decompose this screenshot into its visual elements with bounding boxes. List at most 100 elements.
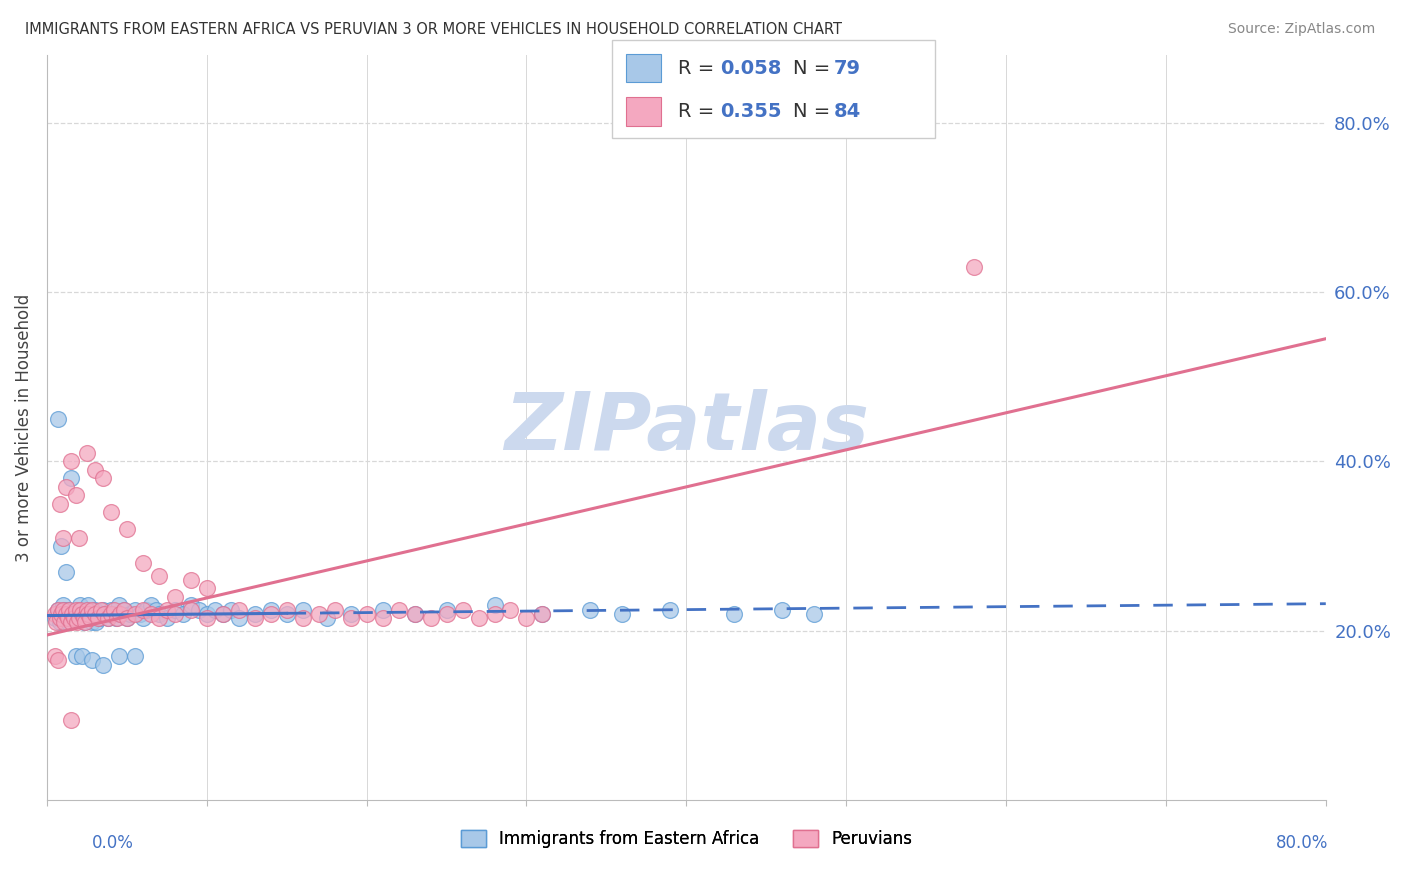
Point <box>55 607 77 621</box>
Text: 0.058: 0.058 <box>720 59 782 78</box>
Point <box>531 607 554 621</box>
Point <box>59 471 82 485</box>
Point <box>103 602 125 616</box>
Point <box>65 602 87 616</box>
Point <box>484 607 506 621</box>
Point <box>128 607 150 621</box>
Point <box>91 602 114 616</box>
Point <box>83 463 105 477</box>
Y-axis label: 3 or more Vehicles in Household: 3 or more Vehicles in Household <box>15 293 32 562</box>
Point <box>62 607 84 621</box>
Point <box>139 607 162 621</box>
Text: N =: N = <box>793 102 837 120</box>
Point <box>105 611 128 625</box>
Point <box>195 607 218 621</box>
Point <box>75 615 97 630</box>
Point <box>93 607 115 621</box>
Point <box>579 602 602 616</box>
Point <box>46 602 69 616</box>
Point <box>371 602 394 616</box>
Point <box>180 599 202 613</box>
Point <box>112 602 135 616</box>
Point <box>83 602 105 616</box>
Point <box>112 602 135 616</box>
Point <box>451 602 474 616</box>
Point <box>90 602 112 616</box>
Point <box>124 602 146 616</box>
Point <box>467 611 489 625</box>
Point <box>87 607 110 621</box>
Point <box>291 611 314 625</box>
Point <box>404 607 426 621</box>
Point <box>65 649 87 664</box>
Point <box>53 615 76 630</box>
Text: R =: R = <box>678 102 720 120</box>
Point <box>100 505 122 519</box>
Point <box>48 611 70 625</box>
Point <box>219 602 242 616</box>
Point <box>436 602 458 616</box>
Text: 0.355: 0.355 <box>720 102 782 120</box>
Text: 0.0%: 0.0% <box>91 834 134 852</box>
Point <box>187 602 209 616</box>
Point <box>100 607 122 621</box>
Point <box>180 573 202 587</box>
Point <box>55 611 77 625</box>
Point <box>76 602 98 616</box>
Point <box>243 611 266 625</box>
Point <box>291 602 314 616</box>
Point <box>204 602 226 616</box>
Point <box>53 602 76 616</box>
Point <box>339 611 361 625</box>
Point <box>110 607 132 621</box>
Point <box>148 607 170 621</box>
Point <box>80 602 103 616</box>
Text: 79: 79 <box>834 59 860 78</box>
Point <box>45 615 67 630</box>
Point <box>73 611 96 625</box>
Point <box>66 615 89 630</box>
Point <box>339 607 361 621</box>
Point <box>145 602 167 616</box>
Point <box>484 599 506 613</box>
Point <box>172 607 194 621</box>
Point <box>260 607 283 621</box>
Point <box>59 607 82 621</box>
Point <box>770 602 793 616</box>
Point <box>70 611 93 625</box>
Point <box>93 607 115 621</box>
Point <box>86 615 108 630</box>
Point <box>75 607 97 621</box>
Point <box>77 607 100 621</box>
Point <box>52 602 75 616</box>
Point <box>69 602 91 616</box>
Text: 80.0%: 80.0% <box>1277 834 1329 852</box>
Point <box>276 602 298 616</box>
Point <box>228 611 250 625</box>
Point <box>52 599 75 613</box>
Point <box>163 602 186 616</box>
Point <box>79 611 101 625</box>
Point <box>148 568 170 582</box>
Point <box>104 611 127 625</box>
Point <box>156 602 179 616</box>
Point <box>243 607 266 621</box>
Point <box>308 607 330 621</box>
Point <box>803 607 825 621</box>
Point <box>419 611 441 625</box>
Point <box>135 602 157 616</box>
Point <box>65 488 87 502</box>
Point <box>79 611 101 625</box>
Point <box>195 611 218 625</box>
Point <box>531 607 554 621</box>
Point <box>69 599 91 613</box>
Point <box>659 602 682 616</box>
Point <box>132 611 155 625</box>
Point <box>97 611 120 625</box>
Point <box>83 607 105 621</box>
Point <box>108 649 131 664</box>
Point <box>132 556 155 570</box>
Point <box>276 607 298 621</box>
Point <box>46 412 69 426</box>
Point <box>59 615 82 630</box>
